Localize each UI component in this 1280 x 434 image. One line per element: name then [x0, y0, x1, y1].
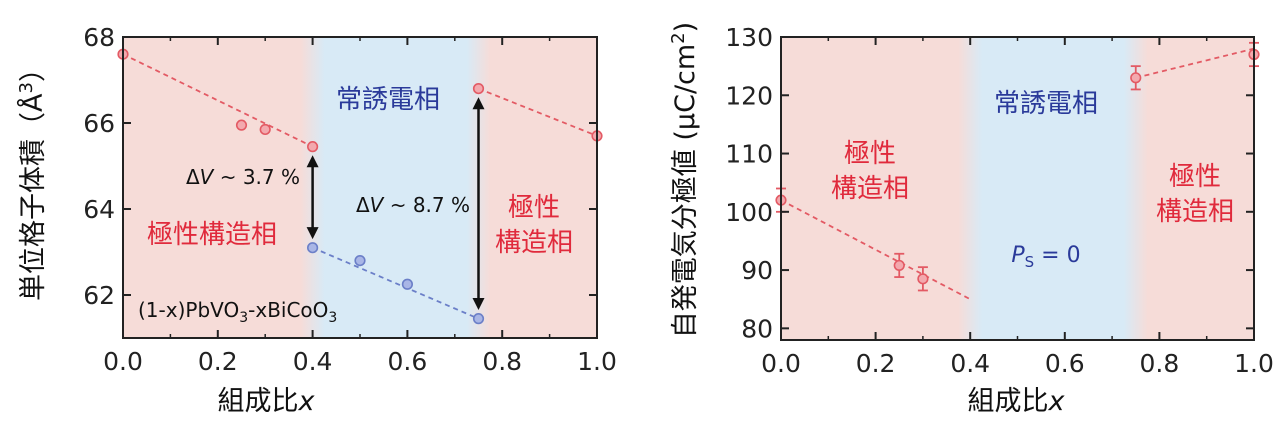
polar-right-label-2: 構造相	[495, 228, 573, 258]
y-axis-label: 自発電気分極値 (μC/cm2)	[668, 22, 702, 338]
y-tick-label: 100	[725, 198, 773, 227]
x-tick-label: 0.8	[482, 347, 522, 376]
y-tick-label: 110	[725, 140, 773, 169]
fit-line	[312, 246, 479, 320]
x-axis-label: 組成比x	[218, 386, 316, 417]
x-tick-label: 0.6	[388, 347, 428, 376]
phase-region	[970, 37, 1136, 340]
polar-left-label: 極性構造相	[147, 220, 277, 250]
y-tick-label: 66	[83, 109, 115, 138]
x-axis-label: 組成比x	[968, 386, 1066, 417]
data-point	[354, 255, 366, 267]
region-boundary	[958, 37, 983, 340]
arrow-head	[472, 97, 485, 110]
delta-v-1: ΔV ~ 3.7 %	[186, 165, 300, 189]
phase-region	[478, 37, 597, 338]
data-point	[1130, 72, 1142, 84]
fit-line	[122, 53, 313, 148]
phase-region	[123, 37, 313, 338]
arrow-head	[306, 227, 319, 240]
data-point	[235, 119, 248, 131]
polar-right-label-1: 極性	[1169, 162, 1221, 192]
y-tick-label: 130	[725, 23, 773, 52]
polar-right-label-1: 極性	[508, 193, 560, 223]
phase-regions	[781, 37, 1254, 340]
data-point	[893, 259, 905, 272]
polar-right-label-2: 構造相	[1156, 197, 1234, 227]
y-tick-label: 120	[725, 81, 773, 110]
axis-ticks	[122, 36, 598, 338]
data-point	[259, 123, 271, 136]
data-point	[307, 141, 319, 153]
paraelectric-label: 常誘電相	[336, 85, 440, 115]
fit-lines	[122, 53, 598, 320]
x-tick-label: 0.8	[1140, 349, 1180, 378]
tick-labels: 0.0 0.2 0.4 0.6 0.8 1.0 80 90 100 110 120 130	[725, 23, 1274, 378]
arrow-head	[472, 298, 485, 311]
x-tick-label: 0.4	[950, 349, 990, 378]
data-point	[917, 273, 929, 285]
polar-left-label-1: 極性	[844, 139, 896, 169]
fit-line	[478, 87, 598, 137]
data-point	[307, 242, 319, 254]
x-tick-label: 0.0	[103, 347, 143, 376]
y-tick-label: 68	[83, 23, 115, 52]
x-tick-label: 0.0	[761, 349, 801, 378]
y-tick-label: 90	[741, 256, 773, 285]
y-axis-label: 単位格子体積（Å3）	[16, 55, 50, 301]
tick-labels: 0.0 0.2 0.4 0.6 0.8 1.0 62 64 66 68	[83, 23, 617, 376]
x-tick-label: 0.6	[1045, 349, 1085, 378]
y-tick-label: 62	[83, 281, 115, 310]
fit-lines	[780, 47, 1255, 301]
arrow-head	[306, 155, 319, 168]
formula-label: (1-x)PbVO3-xBiCoO3	[138, 298, 337, 326]
delta-v-2: ΔV ~ 8.7 %	[356, 193, 470, 217]
polar-left-label-2: 構造相	[831, 174, 909, 204]
paraelectric-label: 常誘電相	[994, 89, 1098, 119]
y-tick-label: 80	[741, 314, 773, 343]
phase-region	[1135, 37, 1254, 340]
x-tick-label: 0.2	[198, 347, 238, 376]
phase-region	[781, 37, 971, 340]
x-tick-label: 1.0	[577, 347, 617, 376]
y-tick-label: 64	[83, 195, 115, 224]
x-tick-label: 1.0	[1234, 349, 1274, 378]
data-point	[401, 278, 414, 290]
volume-chart: 0.0 0.2 0.4 0.6 0.8 1.0 62 64 66 68 組成比x 単位格子体積（Å…	[16, 23, 617, 417]
fit-line	[1135, 47, 1255, 79]
axis-ticks	[780, 36, 1255, 340]
data-point	[472, 313, 485, 325]
delta-arrows	[306, 97, 485, 311]
x-tick-label: 0.2	[856, 349, 896, 378]
ps-label: PS = 0	[1011, 243, 1080, 271]
phase-region	[312, 37, 479, 338]
x-tick-label: 0.4	[293, 347, 333, 376]
data-point	[472, 82, 485, 95]
